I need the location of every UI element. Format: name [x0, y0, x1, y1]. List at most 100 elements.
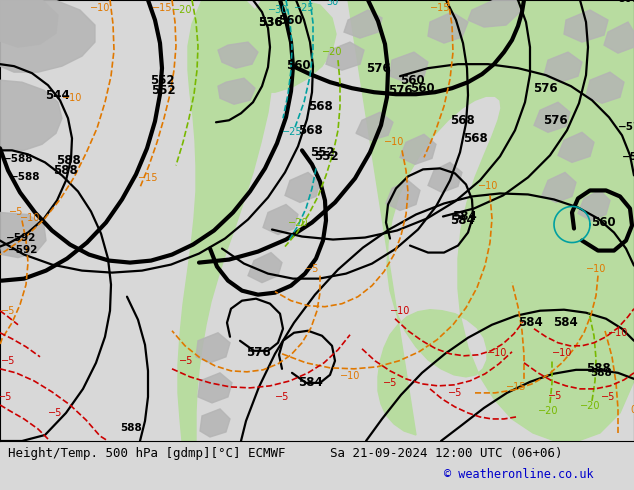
Text: 30: 30: [326, 0, 339, 7]
Text: −5: −5: [48, 408, 62, 418]
Polygon shape: [263, 204, 298, 235]
Text: −15: −15: [506, 382, 526, 392]
Text: −5: −5: [601, 392, 615, 402]
Text: −10: −10: [586, 264, 606, 273]
Polygon shape: [0, 80, 62, 150]
Text: 588: 588: [56, 154, 81, 167]
Text: −15: −15: [152, 3, 172, 13]
Text: −5: −5: [548, 391, 562, 401]
Text: 560: 560: [286, 59, 310, 72]
Polygon shape: [0, 213, 46, 258]
Text: −15: −15: [138, 173, 158, 183]
Text: 584: 584: [553, 316, 578, 329]
Text: −588: −588: [3, 154, 34, 164]
Polygon shape: [198, 373, 232, 403]
Polygon shape: [586, 72, 624, 103]
Polygon shape: [218, 42, 258, 68]
Text: 588: 588: [590, 368, 612, 378]
Polygon shape: [0, 0, 95, 72]
Polygon shape: [326, 42, 364, 70]
Text: 552: 552: [309, 146, 334, 159]
Text: −5: −5: [275, 392, 289, 402]
Text: −10: −10: [478, 181, 498, 192]
Text: 560: 560: [278, 14, 302, 26]
Text: 568: 568: [307, 100, 332, 113]
Text: © weatheronline.co.uk: © weatheronline.co.uk: [444, 468, 593, 481]
Polygon shape: [285, 172, 320, 202]
Polygon shape: [348, 0, 634, 441]
Text: 584: 584: [451, 210, 476, 223]
Text: −15: −15: [430, 3, 450, 13]
Polygon shape: [356, 112, 393, 140]
Text: −576: −576: [622, 152, 634, 162]
Polygon shape: [534, 102, 570, 132]
Text: 568: 568: [297, 124, 322, 137]
Text: −576: −576: [618, 122, 634, 132]
Text: 576: 576: [246, 346, 270, 359]
Text: −10: −10: [487, 348, 507, 358]
Text: −5: −5: [305, 264, 319, 273]
Text: 552: 552: [150, 74, 174, 87]
Polygon shape: [428, 162, 462, 193]
Text: 588: 588: [120, 423, 142, 433]
Text: 584: 584: [517, 316, 542, 329]
Text: −20: −20: [538, 406, 559, 416]
Text: −5: −5: [1, 306, 15, 316]
Text: Height/Temp. 500 hPa [gdmp][°C] ECMWF: Height/Temp. 500 hPa [gdmp][°C] ECMWF: [8, 446, 285, 460]
Text: 560: 560: [410, 82, 434, 95]
Text: 584: 584: [297, 376, 322, 390]
Polygon shape: [544, 52, 582, 82]
Polygon shape: [542, 172, 576, 202]
Text: Sa 21-09-2024 12:00 UTC (06+06): Sa 21-09-2024 12:00 UTC (06+06): [330, 446, 562, 460]
Text: −20: −20: [172, 5, 192, 15]
Text: 576: 576: [543, 114, 567, 127]
Text: 552: 552: [314, 150, 339, 163]
Polygon shape: [558, 132, 594, 162]
Polygon shape: [200, 409, 230, 437]
Text: 588: 588: [586, 362, 611, 375]
Text: −10: −10: [552, 348, 573, 358]
Text: 560: 560: [591, 216, 616, 229]
Text: −25: −25: [294, 3, 314, 13]
Text: 568: 568: [463, 132, 488, 145]
Polygon shape: [428, 12, 468, 43]
Text: 552: 552: [151, 84, 176, 97]
Text: −30: −30: [268, 5, 288, 15]
Text: 560: 560: [399, 74, 424, 87]
Polygon shape: [0, 0, 58, 47]
Text: −5: −5: [179, 356, 193, 366]
Text: 584: 584: [450, 214, 474, 227]
Polygon shape: [218, 78, 255, 104]
Text: 576: 576: [387, 84, 412, 97]
Text: 0: 0: [630, 405, 634, 415]
Polygon shape: [248, 252, 282, 283]
Polygon shape: [178, 0, 272, 441]
Polygon shape: [604, 22, 634, 53]
Text: −10: −10: [608, 328, 628, 338]
Text: 536: 536: [257, 16, 282, 28]
Polygon shape: [468, 0, 520, 27]
Text: −20: −20: [321, 47, 342, 57]
Polygon shape: [390, 52, 428, 82]
Polygon shape: [564, 10, 608, 42]
Text: −5: −5: [0, 392, 12, 402]
Polygon shape: [196, 333, 230, 363]
Polygon shape: [400, 134, 436, 164]
Text: −592: −592: [6, 233, 36, 243]
Text: 544: 544: [44, 89, 69, 102]
Polygon shape: [386, 180, 420, 211]
Polygon shape: [578, 191, 610, 220]
Text: 536: 536: [257, 16, 282, 28]
Text: −588: −588: [10, 172, 41, 182]
Text: 568: 568: [450, 114, 474, 127]
Text: −5: −5: [9, 207, 23, 218]
Text: 588: 588: [53, 164, 77, 177]
Text: 500: 500: [618, 0, 634, 4]
Text: −10: −10: [340, 371, 360, 381]
Text: 576: 576: [366, 62, 391, 74]
Polygon shape: [234, 0, 336, 92]
Text: −25: −25: [281, 127, 302, 137]
Text: −5: −5: [383, 378, 397, 388]
Text: −10: −10: [90, 3, 110, 13]
Text: −5: −5: [448, 388, 462, 398]
